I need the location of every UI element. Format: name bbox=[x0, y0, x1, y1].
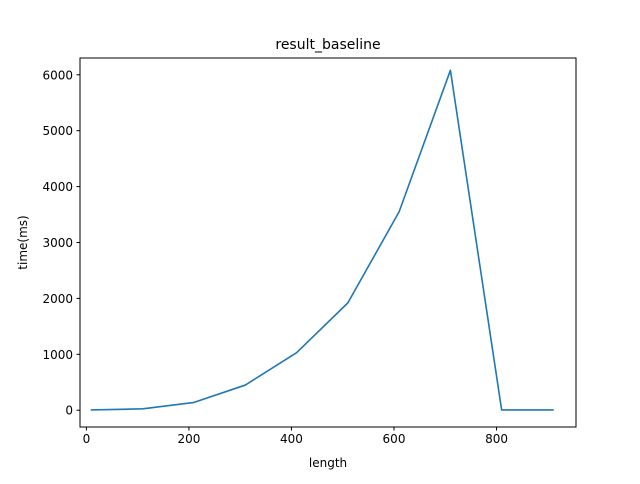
x-tick-label: 800 bbox=[485, 432, 508, 446]
y-tick-label: 5000 bbox=[42, 124, 73, 138]
plot-area bbox=[80, 58, 576, 427]
plot-frame bbox=[80, 58, 576, 427]
x-axis-label: length bbox=[309, 456, 347, 470]
y-tick-label: 1000 bbox=[42, 348, 73, 362]
x-axis-ticks: 0 200 400 600 800 bbox=[83, 427, 508, 446]
y-tick-label: 3000 bbox=[42, 236, 73, 250]
x-tick-label: 400 bbox=[280, 432, 303, 446]
y-tick-label: 2000 bbox=[42, 292, 73, 306]
y-tick-label: 0 bbox=[65, 404, 73, 418]
y-tick-label: 4000 bbox=[42, 180, 73, 194]
series-layer bbox=[92, 70, 553, 410]
x-tick-label: 200 bbox=[177, 432, 200, 446]
y-axis-label: time(ms) bbox=[16, 215, 30, 269]
y-tick-label: 6000 bbox=[42, 68, 73, 82]
series-line bbox=[92, 70, 553, 410]
chart-title: result_baseline bbox=[275, 37, 380, 53]
x-tick-label: 600 bbox=[383, 432, 406, 446]
y-axis-ticks: 0 1000 2000 3000 4000 5000 6000 bbox=[42, 68, 80, 417]
x-tick-label: 0 bbox=[83, 432, 91, 446]
